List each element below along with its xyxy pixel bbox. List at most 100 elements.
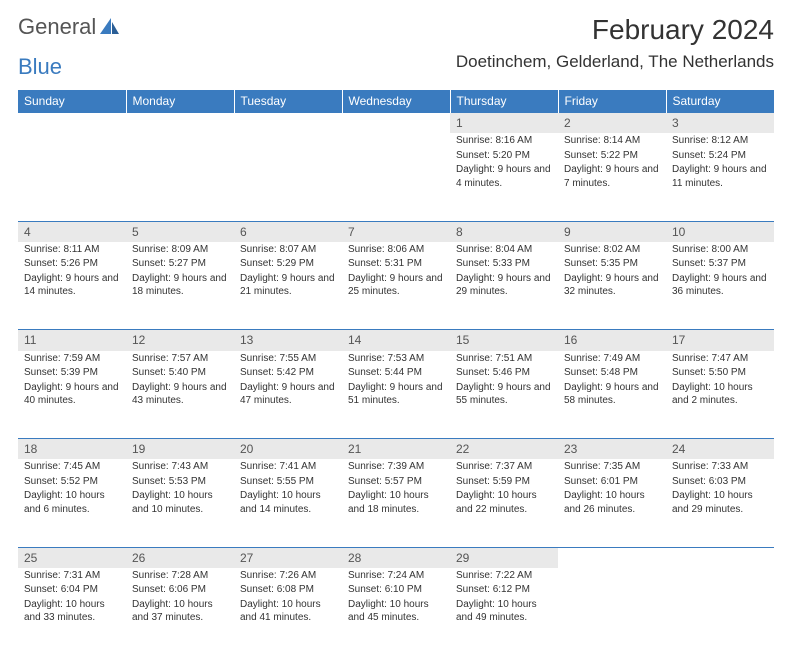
sunrise-text: Sunrise: 7:24 AM [348, 569, 444, 583]
day-detail-cell: Sunrise: 7:49 AMSunset: 5:48 PMDaylight:… [558, 351, 666, 439]
sunrise-text: Sunrise: 8:16 AM [456, 134, 552, 148]
daylight-text: Daylight: 9 hours and 47 minutes. [240, 381, 336, 408]
sunset-text: Sunset: 5:33 PM [456, 257, 552, 271]
day-number-cell: 8 [450, 221, 558, 242]
sunrise-text: Sunrise: 8:00 AM [672, 243, 768, 257]
daylight-text: Daylight: 10 hours and 2 minutes. [672, 381, 768, 408]
day-number-cell: 2 [558, 113, 666, 134]
sunset-text: Sunset: 6:03 PM [672, 475, 768, 489]
daylight-text: Daylight: 9 hours and 25 minutes. [348, 272, 444, 299]
day-number-cell: 7 [342, 221, 450, 242]
calendar-table: SundayMondayTuesdayWednesdayThursdayFrid… [18, 90, 774, 656]
day-detail-cell [342, 133, 450, 221]
day-detail-cell: Sunrise: 8:07 AMSunset: 5:29 PMDaylight:… [234, 242, 342, 330]
daynum-row: 45678910 [18, 221, 774, 242]
day-detail-cell: Sunrise: 8:09 AMSunset: 5:27 PMDaylight:… [126, 242, 234, 330]
sunset-text: Sunset: 5:27 PM [132, 257, 228, 271]
sunset-text: Sunset: 5:24 PM [672, 149, 768, 163]
daylight-text: Daylight: 9 hours and 58 minutes. [564, 381, 660, 408]
day-number-cell: 26 [126, 547, 234, 568]
day-number-cell: 25 [18, 547, 126, 568]
day-detail-cell: Sunrise: 7:41 AMSunset: 5:55 PMDaylight:… [234, 459, 342, 547]
daylight-text: Daylight: 9 hours and 21 minutes. [240, 272, 336, 299]
day-number-cell: 20 [234, 439, 342, 460]
sunrise-text: Sunrise: 8:07 AM [240, 243, 336, 257]
sunrise-text: Sunrise: 7:47 AM [672, 352, 768, 366]
sunrise-text: Sunrise: 8:14 AM [564, 134, 660, 148]
sunset-text: Sunset: 5:26 PM [24, 257, 120, 271]
day-detail-cell: Sunrise: 8:00 AMSunset: 5:37 PMDaylight:… [666, 242, 774, 330]
daynum-row: 123 [18, 113, 774, 134]
day-detail-cell: Sunrise: 8:04 AMSunset: 5:33 PMDaylight:… [450, 242, 558, 330]
daylight-text: Daylight: 10 hours and 18 minutes. [348, 489, 444, 516]
daylight-text: Daylight: 9 hours and 29 minutes. [456, 272, 552, 299]
daylight-text: Daylight: 9 hours and 11 minutes. [672, 163, 768, 190]
sunset-text: Sunset: 5:37 PM [672, 257, 768, 271]
daylight-text: Daylight: 9 hours and 7 minutes. [564, 163, 660, 190]
day-detail-cell: Sunrise: 8:16 AMSunset: 5:20 PMDaylight:… [450, 133, 558, 221]
logo-sail-icon [98, 18, 120, 36]
daylight-text: Daylight: 10 hours and 41 minutes. [240, 598, 336, 625]
weekday-header: Wednesday [342, 90, 450, 113]
daylight-text: Daylight: 10 hours and 6 minutes. [24, 489, 120, 516]
sunrise-text: Sunrise: 7:39 AM [348, 460, 444, 474]
day-detail-cell [126, 133, 234, 221]
day-number-cell: 5 [126, 221, 234, 242]
sunrise-text: Sunrise: 7:59 AM [24, 352, 120, 366]
day-detail-cell: Sunrise: 7:47 AMSunset: 5:50 PMDaylight:… [666, 351, 774, 439]
daylight-text: Daylight: 9 hours and 14 minutes. [24, 272, 120, 299]
sunset-text: Sunset: 6:06 PM [132, 583, 228, 597]
weekday-header-row: SundayMondayTuesdayWednesdayThursdayFrid… [18, 90, 774, 113]
daynum-row: 18192021222324 [18, 439, 774, 460]
day-detail-cell: Sunrise: 8:14 AMSunset: 5:22 PMDaylight:… [558, 133, 666, 221]
day-number-cell: 23 [558, 439, 666, 460]
day-number-cell: 21 [342, 439, 450, 460]
day-number-cell: 18 [18, 439, 126, 460]
sunrise-text: Sunrise: 7:53 AM [348, 352, 444, 366]
day-detail-cell: Sunrise: 7:33 AMSunset: 6:03 PMDaylight:… [666, 459, 774, 547]
day-number-cell: 4 [18, 221, 126, 242]
day-number-cell: 11 [18, 330, 126, 351]
sunrise-text: Sunrise: 7:43 AM [132, 460, 228, 474]
day-number-cell [18, 113, 126, 134]
day-number-cell: 29 [450, 547, 558, 568]
sunrise-text: Sunrise: 8:12 AM [672, 134, 768, 148]
weekday-header: Friday [558, 90, 666, 113]
day-number-cell: 10 [666, 221, 774, 242]
daylight-text: Daylight: 9 hours and 32 minutes. [564, 272, 660, 299]
sunset-text: Sunset: 5:55 PM [240, 475, 336, 489]
day-detail-cell: Sunrise: 7:55 AMSunset: 5:42 PMDaylight:… [234, 351, 342, 439]
day-number-cell [558, 547, 666, 568]
detail-row: Sunrise: 8:11 AMSunset: 5:26 PMDaylight:… [18, 242, 774, 330]
sunrise-text: Sunrise: 7:45 AM [24, 460, 120, 474]
day-detail-cell: Sunrise: 7:51 AMSunset: 5:46 PMDaylight:… [450, 351, 558, 439]
sunset-text: Sunset: 5:39 PM [24, 366, 120, 380]
day-number-cell: 24 [666, 439, 774, 460]
sunrise-text: Sunrise: 7:35 AM [564, 460, 660, 474]
day-detail-cell: Sunrise: 7:45 AMSunset: 5:52 PMDaylight:… [18, 459, 126, 547]
day-number-cell [234, 113, 342, 134]
day-number-cell: 14 [342, 330, 450, 351]
daylight-text: Daylight: 9 hours and 43 minutes. [132, 381, 228, 408]
sunrise-text: Sunrise: 7:31 AM [24, 569, 120, 583]
day-number-cell: 22 [450, 439, 558, 460]
sunset-text: Sunset: 5:50 PM [672, 366, 768, 380]
daylight-text: Daylight: 10 hours and 45 minutes. [348, 598, 444, 625]
daylight-text: Daylight: 10 hours and 29 minutes. [672, 489, 768, 516]
daylight-text: Daylight: 10 hours and 26 minutes. [564, 489, 660, 516]
sunrise-text: Sunrise: 7:57 AM [132, 352, 228, 366]
sunset-text: Sunset: 5:29 PM [240, 257, 336, 271]
day-number-cell [342, 113, 450, 134]
sunset-text: Sunset: 5:22 PM [564, 149, 660, 163]
daylight-text: Daylight: 10 hours and 14 minutes. [240, 489, 336, 516]
daylight-text: Daylight: 9 hours and 51 minutes. [348, 381, 444, 408]
sunset-text: Sunset: 5:42 PM [240, 366, 336, 380]
sunset-text: Sunset: 5:31 PM [348, 257, 444, 271]
logo-text-2: Blue [18, 54, 62, 80]
day-number-cell: 6 [234, 221, 342, 242]
sunset-text: Sunset: 5:40 PM [132, 366, 228, 380]
sunrise-text: Sunrise: 7:55 AM [240, 352, 336, 366]
sunrise-text: Sunrise: 8:09 AM [132, 243, 228, 257]
daylight-text: Daylight: 10 hours and 10 minutes. [132, 489, 228, 516]
day-detail-cell: Sunrise: 7:37 AMSunset: 5:59 PMDaylight:… [450, 459, 558, 547]
